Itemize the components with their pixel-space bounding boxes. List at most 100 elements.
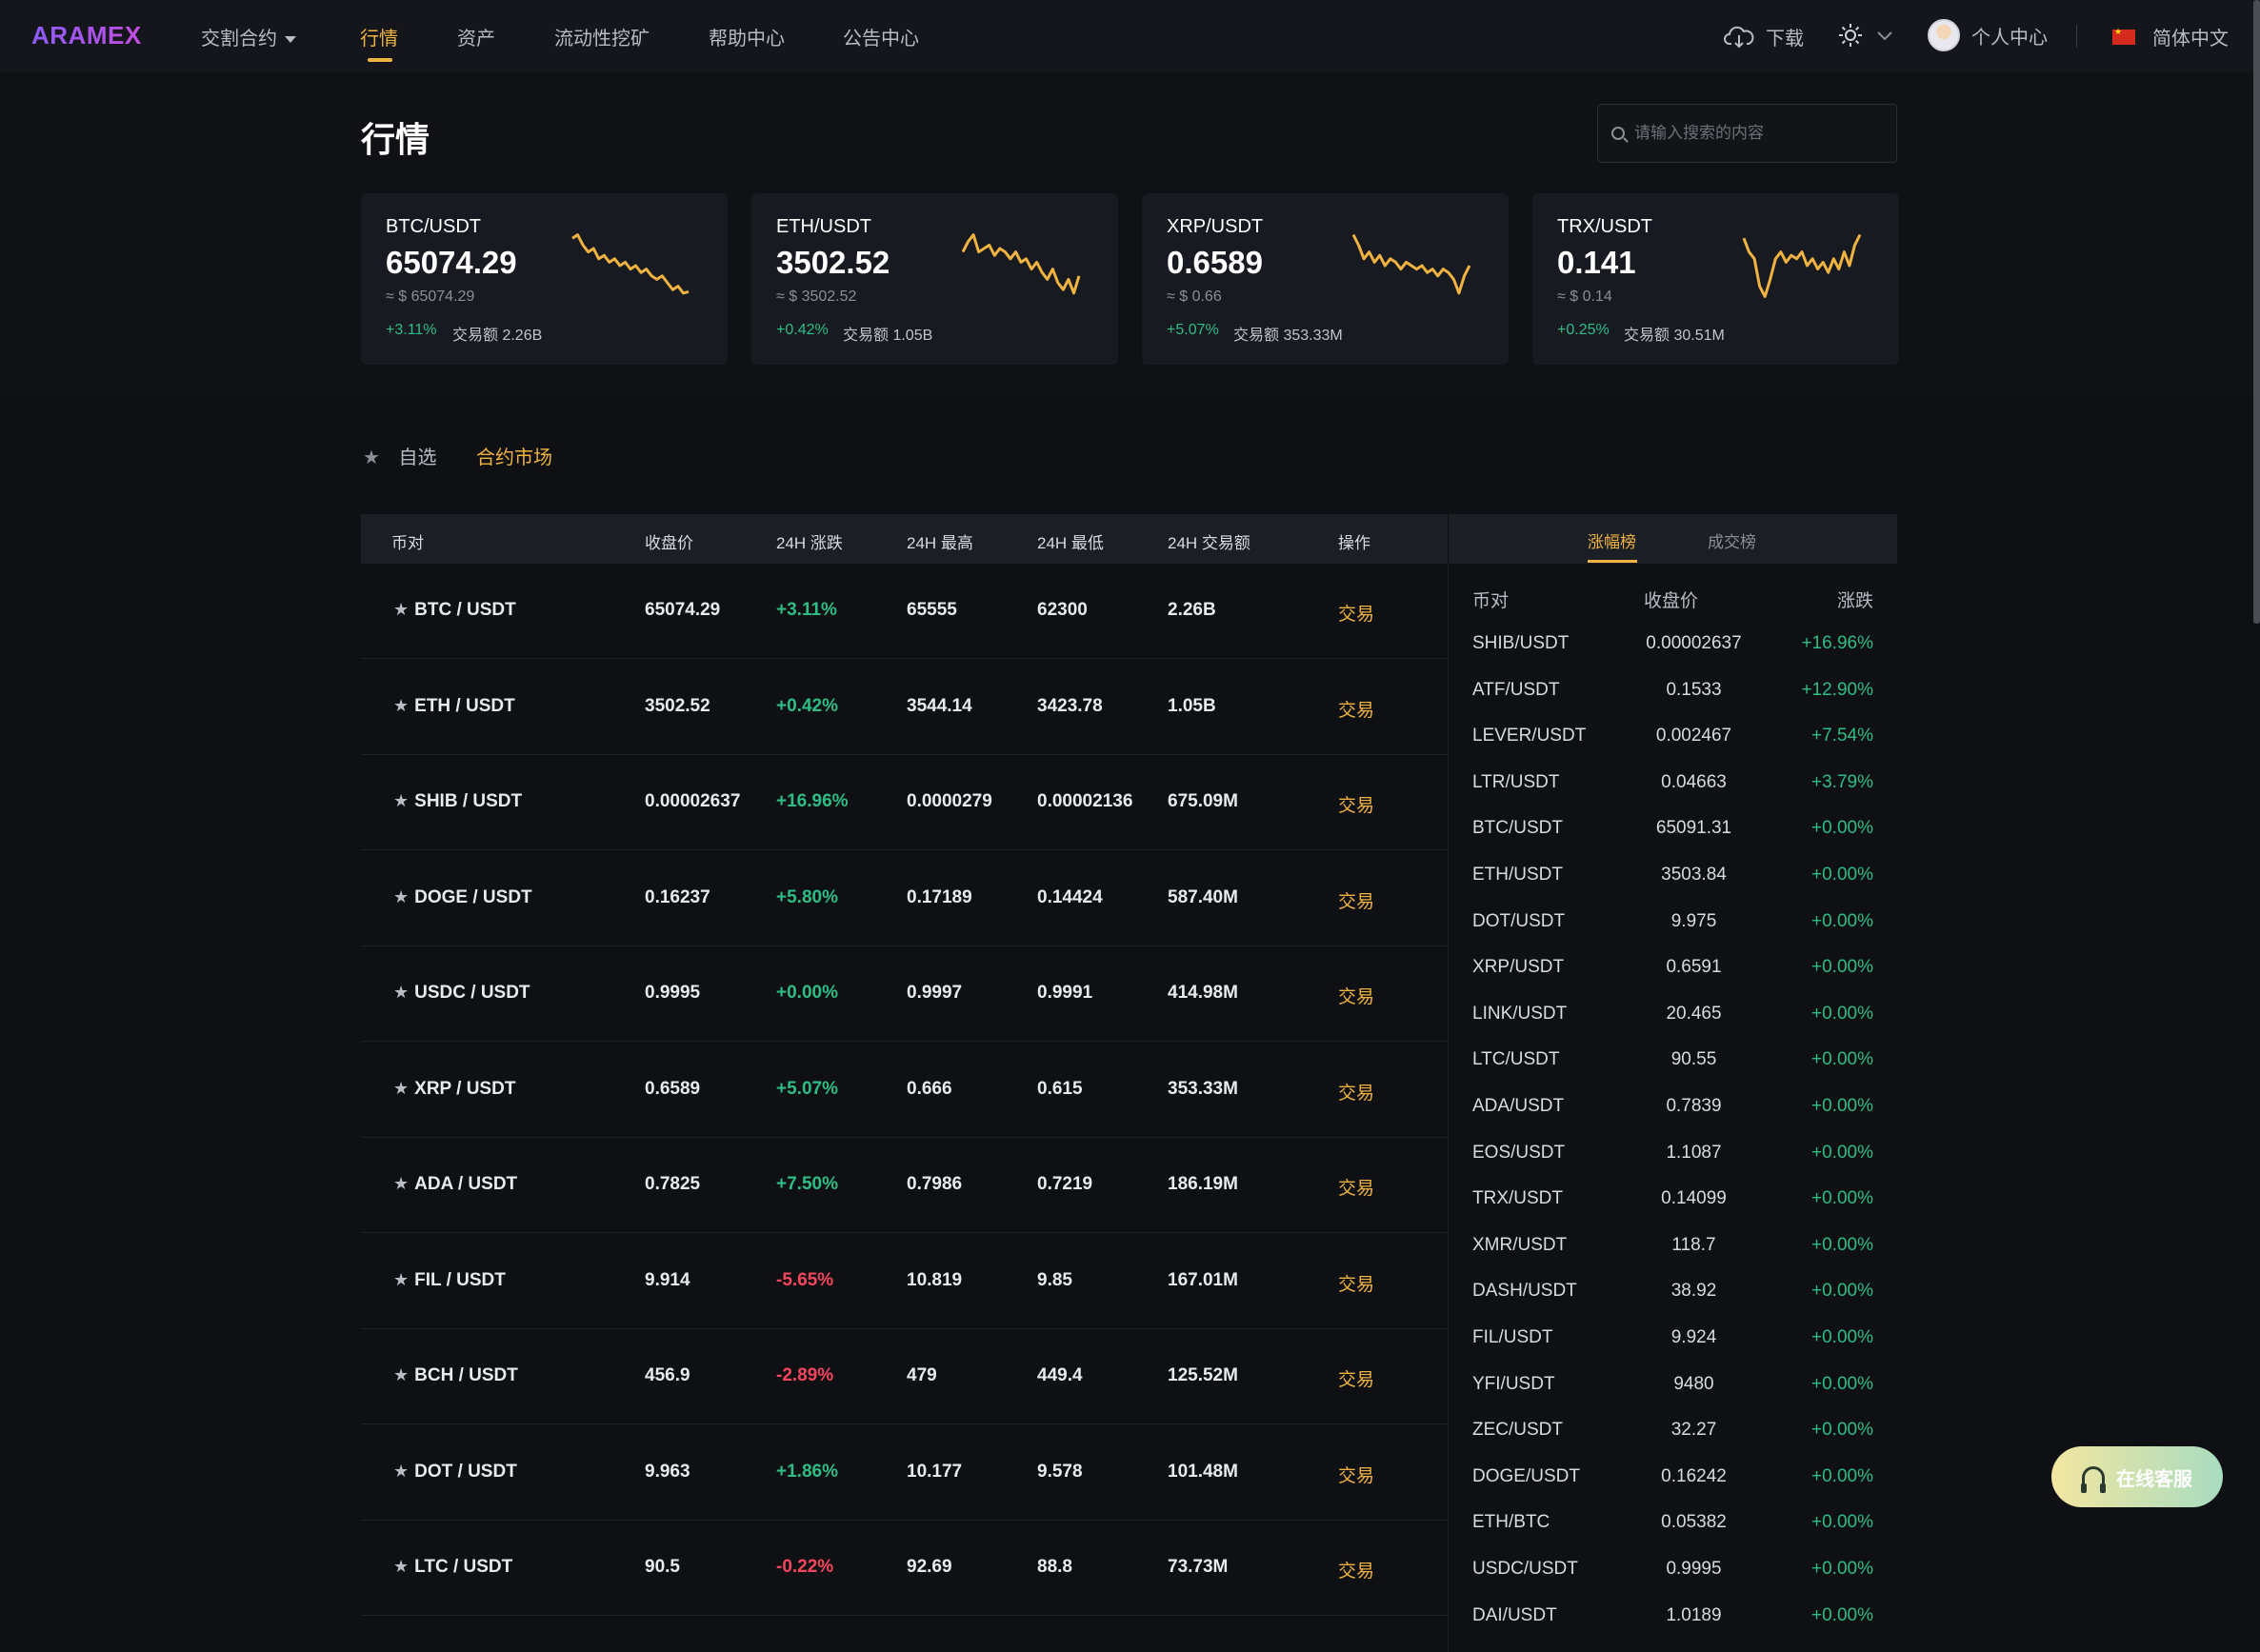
table-row[interactable]: ★ USDC / USDT 0.9995 +0.00% 0.9997 0.9991 414.… — [361, 946, 1448, 1042]
change-cell: +0.00% — [1811, 1559, 1873, 1579]
list-item[interactable]: DAI/USDT 1.0189 +0.00% — [1449, 1605, 1897, 1651]
trade-link[interactable]: 交易 — [1338, 700, 1375, 721]
trade-link[interactable]: 交易 — [1338, 1562, 1375, 1582]
market-hero — [0, 72, 2260, 396]
star-icon[interactable]: ★ — [393, 1174, 410, 1193]
list-item[interactable]: ZEC/USDT 32.27 +0.00% — [1449, 1420, 1897, 1465]
trade-link[interactable]: 交易 — [1338, 891, 1375, 912]
star-icon[interactable]: ★ — [393, 1461, 410, 1481]
star-icon[interactable]: ★ — [393, 791, 410, 810]
list-item[interactable]: DOGE/USDT 0.16242 +0.00% — [1449, 1466, 1897, 1512]
tab-favorites[interactable]: ★ 自选 — [363, 442, 437, 469]
nav-item-liquidity-mining[interactable]: 流动性挖矿 — [554, 23, 650, 50]
volume-cell: 186.19M — [1168, 1174, 1238, 1194]
trade-link[interactable]: 交易 — [1338, 605, 1375, 625]
ticker-pair: TRX/USDT — [1557, 216, 1652, 237]
low-cell: 9.578 — [1037, 1461, 1083, 1482]
nav-item-help-center[interactable]: 帮助中心 — [709, 23, 785, 50]
ticker-volume: 交易额 30.51M — [1624, 328, 1725, 344]
list-item[interactable]: YFI/USDT 9480 +0.00% — [1449, 1374, 1897, 1420]
high-cell: 92.69 — [907, 1557, 952, 1577]
list-item[interactable]: ATF/USDT 0.1533 +12.90% — [1449, 680, 1897, 726]
tab-contract-market[interactable]: 合约市场 — [476, 442, 552, 469]
table-row[interactable]: ★ BCH / USDT 456.9 -2.89% 479 449.4 125.52M 交易 — [361, 1329, 1448, 1424]
theme-toggle[interactable] — [1838, 23, 1893, 48]
star-icon[interactable]: ★ — [393, 1269, 410, 1289]
ranking-tabs: 涨幅榜 成交榜 — [1449, 514, 1897, 564]
low-cell: 62300 — [1037, 600, 1088, 620]
list-item[interactable]: ETH/BTC 0.05382 +0.00% — [1449, 1512, 1897, 1558]
download-link[interactable]: 下载 — [1724, 23, 1804, 50]
list-item[interactable]: BTC/USDT 65091.31 +0.00% — [1449, 818, 1897, 864]
trade-link[interactable]: 交易 — [1338, 1370, 1375, 1390]
change-cell: +5.80% — [776, 886, 838, 907]
list-item[interactable]: ADA/USDT 0.7839 +0.00% — [1449, 1096, 1897, 1142]
ticker-pair: ETH/USDT — [776, 216, 871, 237]
ticker-card-trx[interactable]: TRX/USDT 0.141 ≈ $ 0.14 +0.25% 交易额 30.51… — [1532, 193, 1899, 365]
list-item[interactable]: XRP/USDT 0.6591 +0.00% — [1449, 957, 1897, 1003]
trade-link[interactable]: 交易 — [1338, 1274, 1375, 1295]
user-center-link[interactable]: 个人中心 — [1928, 19, 2048, 51]
close-cell: 0.7825 — [645, 1174, 701, 1194]
ticker-volume: 交易额 353.33M — [1233, 328, 1343, 344]
ticker-card-xrp[interactable]: XRP/USDT 0.6589 ≈ $ 0.66 +5.07% 交易额 353.… — [1142, 193, 1509, 365]
table-row[interactable]: ★ XRP / USDT 0.6589 +5.07% 0.666 0.615 353.33M… — [361, 1043, 1448, 1138]
pair-cell: ★ SHIB / USDT — [393, 791, 522, 812]
nav-item-market[interactable]: 行情 — [360, 23, 398, 50]
column-header: 涨跌 — [1837, 591, 1874, 611]
sparkline-series — [1742, 233, 1862, 298]
star-icon[interactable]: ★ — [393, 695, 410, 715]
nav-item-delivery-contract[interactable]: 交割合约 — [201, 23, 296, 50]
star-icon[interactable]: ★ — [393, 1078, 410, 1098]
ticker-change: +0.25% — [1557, 322, 1610, 338]
star-icon[interactable]: ★ — [393, 600, 410, 619]
table-row[interactable]: ★ DOT / USDT 9.963 +1.86% 10.177 9.578 101.48M… — [361, 1425, 1448, 1521]
list-item[interactable]: LTR/USDT 0.04663 +3.79% — [1449, 772, 1897, 818]
nav-item-assets[interactable]: 资产 — [457, 23, 495, 50]
trade-link[interactable]: 交易 — [1338, 796, 1375, 816]
online-support-button[interactable]: 在线客服 — [2051, 1446, 2223, 1507]
list-item[interactable]: EOS/USDT 1.1087 +0.00% — [1449, 1143, 1897, 1188]
list-item[interactable]: DASH/USDT 38.92 +0.00% — [1449, 1281, 1897, 1326]
search-box[interactable] — [1597, 104, 1897, 163]
ticker-card-eth[interactable]: ETH/USDT 3502.52 ≈ $ 3502.52 +0.42% 交易额 … — [751, 193, 1118, 365]
ticker-card-btc[interactable]: BTC/USDT 65074.29 ≈ $ 65074.29 +3.11% 交易… — [361, 193, 728, 365]
table-row[interactable]: ★ DOGE / USDT 0.16237 +5.80% 0.17189 0.14424 5… — [361, 851, 1448, 946]
table-row[interactable]: ★ LTC / USDT 90.5 -0.22% 92.69 88.8 73.73M 交易 — [361, 1521, 1448, 1616]
brand-logo[interactable]: ARAMEX — [31, 21, 142, 50]
table-row[interactable]: ★ FIL / USDT 9.914 -5.65% 10.819 9.85 167.01M 交… — [361, 1234, 1448, 1329]
change-cell: +7.54% — [1811, 726, 1873, 746]
star-icon[interactable]: ★ — [393, 1557, 410, 1576]
trade-link[interactable]: 交易 — [1338, 1465, 1375, 1486]
list-item[interactable]: SHIB/USDT 0.00002637 +16.96% — [1449, 633, 1897, 679]
table-row[interactable]: ★ ETH / USDT 3502.52 +0.42% 3544.14 3423.78 1.… — [361, 660, 1448, 755]
trade-link[interactable]: 交易 — [1338, 1179, 1375, 1199]
page-scrollbar[interactable] — [2253, 0, 2260, 624]
tab-volume-rank[interactable]: 成交榜 — [1708, 533, 1756, 551]
star-icon[interactable]: ★ — [393, 1365, 410, 1384]
table-row[interactable]: ★ SHIB / USDT 0.00002637 +16.96% 0.0000279 0.… — [361, 755, 1448, 850]
list-item[interactable]: LINK/USDT 20.465 +0.00% — [1449, 1004, 1897, 1049]
list-item[interactable]: LEVER/USDT 0.002467 +7.54% — [1449, 726, 1897, 771]
tab-gainers[interactable]: 涨幅榜 — [1588, 533, 1636, 551]
list-item[interactable]: LTC/USDT 90.55 +0.00% — [1449, 1049, 1897, 1095]
star-icon[interactable]: ★ — [393, 886, 410, 906]
trade-link[interactable]: 交易 — [1338, 987, 1375, 1007]
list-item[interactable]: ETH/USDT 3503.84 +0.00% — [1449, 865, 1897, 910]
tab-label: 自选 — [398, 448, 437, 468]
nav-item-announcements[interactable]: 公告中心 — [843, 23, 919, 50]
language-selector[interactable]: 简体中文 — [2112, 23, 2229, 50]
list-item[interactable]: USDC/USDT 0.9995 +0.00% — [1449, 1559, 1897, 1604]
list-item[interactable]: DOT/USDT 9.975 +0.00% — [1449, 911, 1897, 957]
list-item[interactable]: TRX/USDT 0.14099 +0.00% — [1449, 1188, 1897, 1234]
trade-link[interactable]: 交易 — [1338, 1083, 1375, 1104]
list-item[interactable]: XMR/USDT 118.7 +0.00% — [1449, 1235, 1897, 1281]
pair-label: BTC / USDT — [414, 600, 516, 620]
table-row[interactable]: ★ ADA / USDT 0.7825 +7.50% 0.7986 0.7219 186.1… — [361, 1138, 1448, 1233]
language-label: 简体中文 — [2152, 29, 2229, 50]
table-row[interactable]: ★ BTC / USDT 65074.29 +3.11% 65555 62300 2.26B… — [361, 564, 1448, 659]
close-cell: 0.00002637 — [645, 791, 741, 811]
star-icon[interactable]: ★ — [393, 983, 410, 1002]
list-item[interactable]: FIL/USDT 9.924 +0.00% — [1449, 1327, 1897, 1373]
search-input[interactable] — [1634, 124, 1882, 143]
